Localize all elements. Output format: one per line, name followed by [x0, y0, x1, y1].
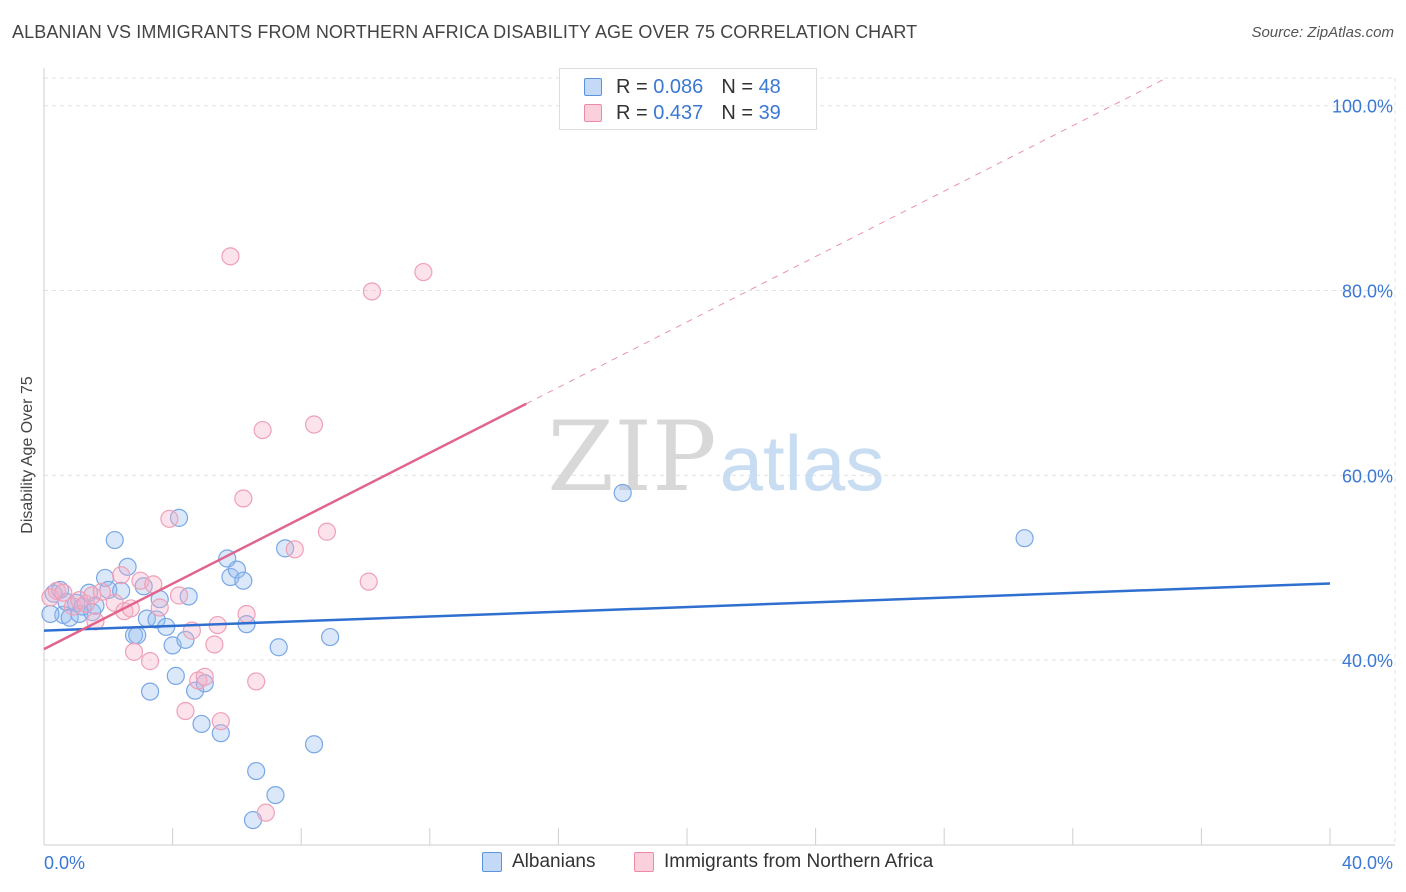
legend-label-northern-africa: Immigrants from Northern Africa: [664, 851, 934, 872]
tick-labels: 40.0% 60.0% 80.0% 100.0% 0.0% 40.0%: [44, 97, 1393, 873]
legend-item-albanians[interactable]: Albanians: [482, 851, 595, 873]
y-tick-label: 40.0%: [1342, 651, 1393, 671]
data-point: [317, 522, 337, 541]
data-point: [140, 682, 160, 701]
data-point: [266, 785, 285, 805]
watermark-atlas: atlas: [720, 419, 885, 507]
trend-line: [43, 582, 1331, 632]
data-point: [147, 610, 166, 629]
data-point: [166, 666, 185, 685]
trend-lines: [43, 77, 1331, 651]
y-tick-label: 60.0%: [1342, 466, 1393, 486]
data-point: [112, 566, 131, 585]
data-point: [269, 638, 288, 657]
albanians-legend-swatch: [482, 852, 502, 872]
legend-label-albanians: Albanians: [512, 851, 596, 872]
y-tick-label: 100.0%: [1332, 97, 1393, 117]
data-point: [179, 587, 198, 606]
data-point: [211, 712, 230, 731]
data-point: [285, 540, 304, 559]
data-point: [247, 672, 266, 691]
data-point: [321, 627, 340, 647]
data-point: [83, 586, 102, 605]
data-point: [359, 572, 378, 591]
data-point: [304, 735, 324, 754]
data-point: [192, 714, 211, 734]
data-point: [221, 247, 240, 266]
data-point: [362, 282, 382, 301]
data-point: [237, 604, 256, 624]
points-albanians: [41, 483, 1034, 830]
data-point: [105, 530, 124, 550]
data-point: [47, 581, 66, 600]
data-point: [150, 598, 169, 617]
data-point: [234, 489, 253, 508]
data-point: [41, 604, 60, 624]
watermark-zip: ZIP: [547, 401, 716, 513]
data-point: [256, 803, 275, 822]
data-point: [227, 560, 246, 579]
stats-row-albanians: R = 0.086 N = 48: [584, 75, 781, 99]
data-point: [128, 626, 147, 645]
n-value: 48: [758, 75, 781, 98]
r-label: R =: [616, 75, 648, 98]
data-point: [92, 582, 111, 601]
data-point: [140, 652, 160, 671]
stats-row-northern-africa: R = 0.437 N = 39: [584, 101, 781, 125]
data-point: [304, 415, 324, 434]
data-point: [205, 635, 224, 654]
data-point: [54, 583, 73, 602]
data-point: [160, 509, 179, 528]
data-point: [247, 761, 266, 781]
data-point: [234, 571, 253, 590]
n-label: N =: [721, 101, 753, 124]
data-point: [1015, 529, 1034, 548]
data-point: [169, 586, 189, 605]
x-tick-label-left: 0.0%: [44, 853, 85, 873]
r-value: 0.086: [653, 75, 704, 98]
chart-title: ALBANIAN VS IMMIGRANTS FROM NORTHERN AFR…: [12, 22, 918, 42]
data-point: [176, 630, 195, 649]
x-tick-label-right: 40.0%: [1342, 853, 1393, 873]
northern-africa-swatch: [584, 104, 602, 122]
data-point: [253, 420, 272, 440]
data-point: [176, 701, 195, 721]
n-label: N =: [721, 75, 753, 98]
n-value: 39: [758, 101, 781, 124]
axes: [43, 68, 1395, 846]
r-label: R =: [616, 101, 648, 124]
data-point: [186, 681, 205, 700]
stats-legend: R = 0.086 N = 48 R = 0.437 N = 39: [559, 68, 817, 130]
data-point: [276, 539, 295, 558]
points-northern-africa: [41, 247, 433, 822]
series-legend: Albanians Immigrants from Northern Afric…: [0, 851, 1406, 877]
source-label: Source: ZipAtlas.com: [1251, 24, 1394, 41]
northern-africa-legend-swatch: [634, 852, 654, 872]
legend-item-northern-africa[interactable]: Immigrants from Northern Africa: [634, 851, 933, 873]
data-point: [414, 262, 433, 282]
data-point: [195, 667, 214, 686]
r-value: 0.437: [653, 101, 704, 124]
data-point: [169, 508, 189, 527]
albanians-swatch: [584, 78, 602, 96]
data-point: [613, 483, 632, 503]
data-point: [124, 642, 144, 661]
trend-line: [43, 402, 527, 651]
y-tick-label: 80.0%: [1342, 282, 1393, 302]
